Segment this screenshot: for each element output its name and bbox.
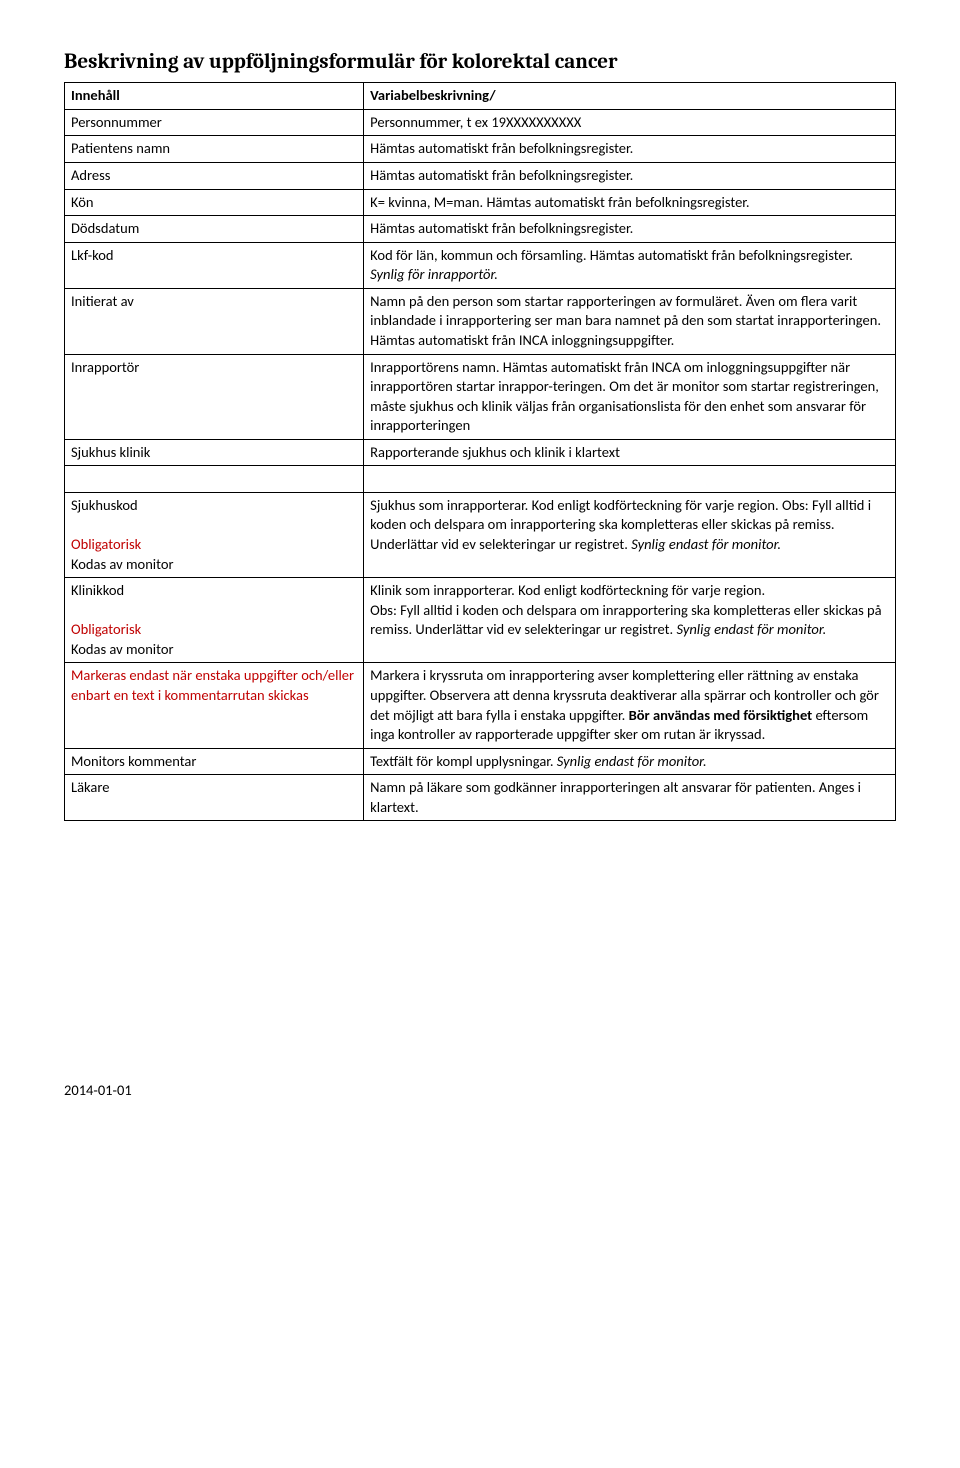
- header-left: Innehåll: [65, 83, 364, 110]
- field-desc: Markera i kryssruta om inrapportering av…: [364, 663, 896, 748]
- field-desc: Klinik som inrapporterar. Kod enligt kod…: [364, 578, 896, 663]
- empty-cell: [65, 466, 364, 493]
- table-row: Lkf-kod Kod för län, kommun och församli…: [65, 242, 896, 288]
- table-row: Markeras endast när enstaka uppgifter oc…: [65, 663, 896, 748]
- table-row: Patientens namn Hämtas automatiskt från …: [65, 136, 896, 163]
- table-row: Läkare Namn på läkare som godkänner inra…: [65, 775, 896, 821]
- desc-italic: Synlig endast för monitor.: [631, 535, 781, 553]
- footer-date: 2014-01-01: [64, 1081, 896, 1101]
- field-desc: Rapporterande sjukhus och klinik i klart…: [364, 439, 896, 466]
- field-label-red: Markeras endast när enstaka uppgifter oc…: [65, 663, 364, 748]
- desc-text: Kod för län, kommun och församling. Hämt…: [370, 246, 853, 264]
- field-label: Lkf-kod: [65, 242, 364, 288]
- field-label: Kön: [65, 189, 364, 216]
- table-row: Monitors kommentar Textfält för kompl up…: [65, 748, 896, 775]
- page-title: Beskrivning av uppföljningsformulär för …: [64, 48, 896, 76]
- table-header-row: Innehåll Variabelbeskrivning/: [65, 83, 896, 110]
- table-row: Sjukhus klinik Rapporterande sjukhus och…: [65, 439, 896, 466]
- field-label: Initierat av: [65, 288, 364, 354]
- label-codedby: Kodas av monitor: [71, 555, 357, 575]
- table-row: Dödsdatum Hämtas automatiskt från befolk…: [65, 216, 896, 243]
- label-codedby: Kodas av monitor: [71, 640, 357, 660]
- desc-text: Textfält för kompl upplysningar.: [370, 752, 557, 770]
- table-row: Sjukhuskod Obligatorisk Kodas av monitor…: [65, 492, 896, 577]
- field-label: Läkare: [65, 775, 364, 821]
- field-desc: Personnummer, t ex 19XXXXXXXXXX: [364, 109, 896, 136]
- field-label: Adress: [65, 163, 364, 190]
- label-main: Sjukhuskod: [71, 496, 357, 516]
- field-desc: Namn på läkare som godkänner inrapporter…: [364, 775, 896, 821]
- table-row: Adress Hämtas automatiskt från befolknin…: [65, 163, 896, 190]
- table-row-empty: [65, 466, 896, 493]
- field-label: Klinikkod Obligatorisk Kodas av monitor: [65, 578, 364, 663]
- field-desc: Sjukhus som inrapporterar. Kod enligt ko…: [364, 492, 896, 577]
- table-row: Inrapportör Inrapportörens namn. Hämtas …: [65, 354, 896, 439]
- desc-bold: Bör användas med försiktighet: [629, 706, 813, 724]
- label-obligatory: Obligatorisk: [71, 535, 357, 555]
- table-row: Kön K= kvinna, M=man. Hämtas automatiskt…: [65, 189, 896, 216]
- desc-text: Sjukhus som inrapporterar. Kod enligt ko…: [370, 496, 871, 553]
- field-label: Sjukhus klinik: [65, 439, 364, 466]
- description-table: Innehåll Variabelbeskrivning/ Personnumm…: [64, 82, 896, 821]
- label-obligatory: Obligatorisk: [71, 620, 357, 640]
- field-label: Monitors kommentar: [65, 748, 364, 775]
- field-desc: Kod för län, kommun och församling. Hämt…: [364, 242, 896, 288]
- field-desc: Inrapportörens namn. Hämtas automatiskt …: [364, 354, 896, 439]
- field-desc: Hämtas automatiskt från befolkningsregis…: [364, 216, 896, 243]
- desc-italic: Synlig för inrapportör.: [370, 265, 498, 283]
- desc-italic: Synlig endast för monitor.: [557, 752, 707, 770]
- table-row: Personnummer Personnummer, t ex 19XXXXXX…: [65, 109, 896, 136]
- header-right: Variabelbeskrivning/: [364, 83, 896, 110]
- desc-line: Klinik som inrapporterar. Kod enligt kod…: [370, 581, 889, 601]
- field-label: Patientens namn: [65, 136, 364, 163]
- desc-italic: Synlig endast för monitor.: [676, 620, 826, 638]
- field-label: Personnummer: [65, 109, 364, 136]
- field-desc: Textfält för kompl upplysningar. Synlig …: [364, 748, 896, 775]
- field-desc: Namn på den person som startar rapporter…: [364, 288, 896, 354]
- field-desc: Hämtas automatiskt från befolkningsregis…: [364, 163, 896, 190]
- field-label: Dödsdatum: [65, 216, 364, 243]
- table-row: Klinikkod Obligatorisk Kodas av monitor …: [65, 578, 896, 663]
- label-main: Klinikkod: [71, 581, 357, 601]
- table-row: Initierat av Namn på den person som star…: [65, 288, 896, 354]
- field-label: Sjukhuskod Obligatorisk Kodas av monitor: [65, 492, 364, 577]
- field-desc: K= kvinna, M=man. Hämtas automatiskt frå…: [364, 189, 896, 216]
- field-label: Inrapportör: [65, 354, 364, 439]
- field-desc: Hämtas automatiskt från befolkningsregis…: [364, 136, 896, 163]
- empty-cell: [364, 466, 896, 493]
